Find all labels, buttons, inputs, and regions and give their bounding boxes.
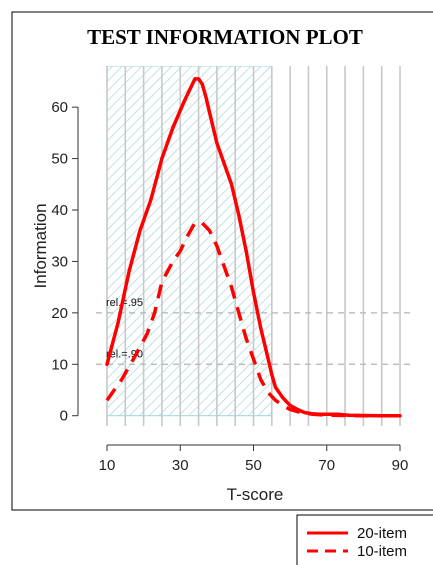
x-axis-label: T-score (227, 485, 284, 504)
y-tick-label: 0 (60, 408, 68, 425)
y-tick-label: 30 (51, 253, 68, 270)
x-tick-label: 50 (245, 457, 262, 474)
legend-label-20-item: 20-item (357, 525, 407, 542)
y-axis-label: Information (31, 203, 50, 288)
y-tick-label: 10 (51, 356, 68, 373)
x-tick-label: 90 (392, 457, 409, 474)
reference-line-label: rel.=.95 (106, 297, 143, 309)
x-tick-label: 30 (172, 457, 189, 474)
series-line-10-item (105, 221, 400, 418)
chart-title: TEST INFORMATION PLOT (87, 25, 363, 49)
legend-box (296, 514, 433, 565)
shaded-region (106, 66, 273, 417)
y-tick-label: 60 (51, 99, 68, 116)
y-tick-label: 20 (51, 305, 68, 322)
legend-label-10-item: 10-item (357, 543, 407, 560)
legend: 20-item 10-item (296, 514, 433, 565)
x-tick-label: 70 (318, 457, 335, 474)
y-tick-label: 40 (51, 202, 68, 219)
x-tick-label: 10 (99, 457, 116, 474)
y-tick-label: 50 (51, 151, 68, 168)
